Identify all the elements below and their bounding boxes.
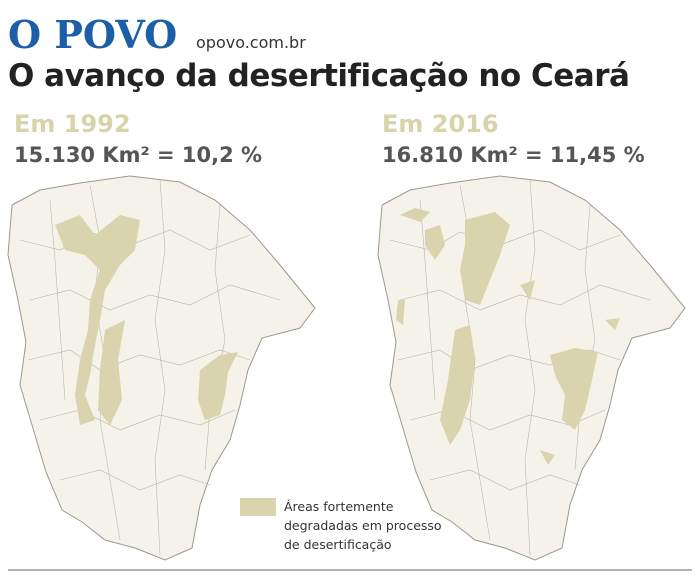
legend-swatch [240, 498, 276, 516]
legend-text: degradadas em processo [284, 518, 442, 533]
map-stat: 16.810 Km² = 11,45 % [382, 143, 645, 167]
site-url: opovo.com.br [196, 33, 306, 52]
legend-text: de desertificação [284, 537, 392, 552]
map-stat: 15.130 Km² = 10,2 % [14, 143, 262, 167]
headline: O avanço da desertificação no Ceará [8, 58, 629, 94]
map-year: Em 2016 [382, 110, 499, 138]
legend-text: Áreas fortemente [284, 499, 394, 514]
brand-logo: O POVO [8, 12, 177, 57]
map-1992 [7, 175, 316, 561]
map-year: Em 1992 [14, 110, 131, 138]
map-2016 [377, 175, 686, 561]
